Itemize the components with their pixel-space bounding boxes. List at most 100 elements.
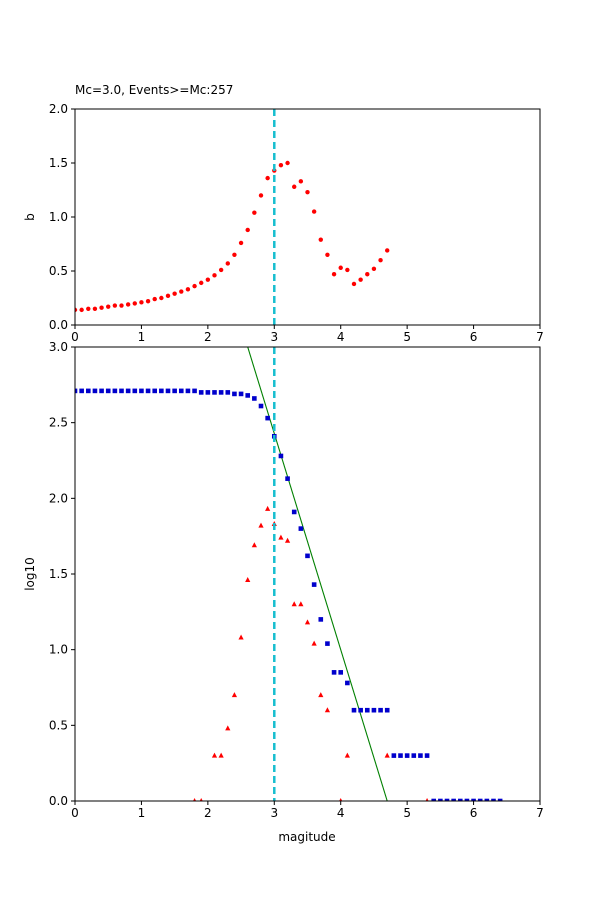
data-point — [258, 193, 264, 198]
data-point — [278, 453, 284, 459]
y-tick-label: 1.0 — [49, 210, 68, 224]
data-point — [378, 707, 383, 713]
data-point — [152, 296, 157, 302]
data-point — [251, 542, 257, 548]
y-tick-label: 2.5 — [49, 416, 68, 430]
x-tick-label: 2 — [204, 806, 212, 820]
data-point — [112, 303, 118, 308]
data-point — [159, 388, 164, 394]
data-point — [398, 753, 403, 758]
data-point — [79, 388, 84, 394]
y-tick-label: 3.0 — [49, 340, 68, 354]
frequency-magnitude-plot-area: 0 1 2 3 4 5 6 7 0.0 0.5 1.0 1.5 2.0 2.5 3.0 — [49, 340, 544, 820]
data-point — [298, 601, 304, 607]
y-tick-label: 2.0 — [49, 102, 68, 116]
data-point — [185, 287, 191, 292]
data-point — [192, 283, 197, 289]
data-point — [292, 184, 297, 189]
data-point — [305, 553, 310, 559]
data-point — [145, 388, 151, 394]
data-point — [245, 393, 251, 398]
data-point — [178, 388, 184, 394]
data-point — [185, 388, 191, 394]
data-point — [371, 707, 377, 713]
data-point — [252, 396, 257, 401]
data-point — [139, 388, 144, 394]
data-point — [384, 752, 390, 758]
data-point — [391, 753, 397, 758]
data-point — [192, 388, 197, 394]
data-point — [464, 798, 470, 801]
data-point — [371, 266, 377, 272]
b-value-panel-title: Mc=3.0, Events>=Mc:257 — [75, 83, 233, 97]
x-tick-label: 1 — [138, 806, 146, 820]
x-tick-label: 7 — [536, 806, 544, 820]
data-point — [218, 267, 224, 273]
data-point — [358, 277, 363, 282]
data-point — [145, 299, 151, 304]
x-tick-label: 6 — [470, 806, 478, 820]
x-tick-label: 2 — [204, 330, 212, 344]
y-tick-label: 0.0 — [49, 794, 68, 808]
data-point — [378, 258, 383, 263]
x-tick-label: 6 — [470, 330, 478, 344]
log10-y-axis-label: log10 — [23, 557, 37, 591]
x-tick-label: 3 — [270, 330, 278, 344]
data-point — [211, 752, 218, 758]
data-point — [75, 307, 78, 313]
data-point — [172, 291, 177, 296]
data-point — [132, 301, 137, 306]
data-point — [172, 388, 177, 394]
data-point — [384, 707, 390, 713]
data-point — [225, 390, 231, 395]
data-point — [497, 798, 503, 801]
data-point — [232, 391, 237, 397]
data-point — [119, 303, 124, 308]
data-point — [278, 162, 284, 168]
data-point — [245, 577, 251, 583]
data-point — [265, 175, 270, 181]
data-point — [325, 641, 330, 646]
data-point — [339, 798, 343, 801]
data-point — [385, 248, 390, 253]
y-tick-label: 1.0 — [49, 643, 68, 657]
data-point — [225, 725, 231, 731]
data-point — [491, 798, 496, 801]
data-point — [298, 526, 304, 531]
x-tick-label: 4 — [337, 806, 345, 820]
data-point — [232, 252, 237, 257]
data-point — [318, 237, 323, 242]
data-point — [418, 753, 423, 758]
data-point — [425, 798, 429, 801]
data-point — [291, 509, 297, 515]
data-point — [311, 640, 317, 646]
data-point — [265, 505, 271, 511]
data-point — [105, 388, 111, 394]
data-point — [205, 277, 211, 282]
y-tick-label: 2.0 — [49, 491, 68, 505]
data-point — [338, 265, 343, 270]
data-point — [325, 252, 330, 257]
data-point — [345, 267, 350, 273]
data-point — [199, 280, 204, 286]
x-tick-label: 5 — [403, 806, 411, 820]
data-point — [79, 307, 84, 313]
data-point — [311, 209, 317, 214]
x-tick-label: 5 — [403, 330, 411, 344]
data-point — [298, 179, 304, 184]
data-point — [238, 240, 244, 246]
data-point — [477, 798, 483, 801]
data-point — [231, 692, 238, 698]
fit-line — [247, 347, 388, 801]
data-point — [484, 798, 490, 801]
data-point — [338, 670, 344, 675]
data-point — [404, 753, 410, 758]
data-point — [324, 707, 331, 713]
data-point — [106, 304, 111, 309]
data-point — [238, 634, 244, 640]
data-point — [86, 306, 91, 311]
data-point — [291, 601, 297, 607]
data-point — [99, 305, 104, 310]
data-point — [284, 537, 291, 543]
